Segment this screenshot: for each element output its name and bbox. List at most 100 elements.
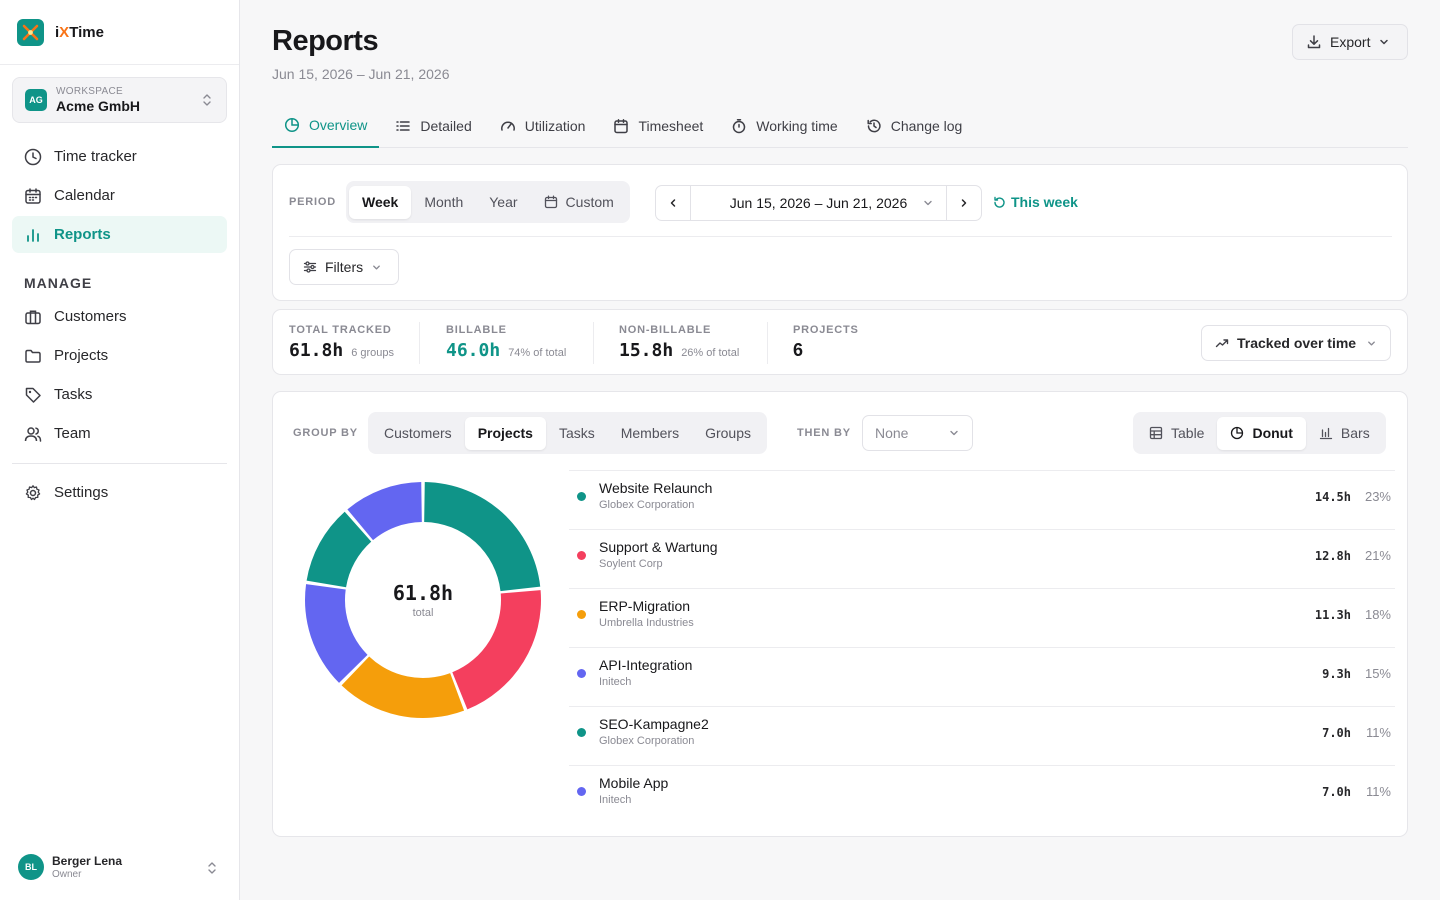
sidebar-item-customers[interactable]: Customers	[12, 298, 227, 335]
group-option-groups[interactable]: Groups	[705, 425, 752, 441]
donut-slice-website-relaunch[interactable]	[424, 482, 541, 592]
app-logo-icon	[17, 18, 44, 46]
group-option-tasks[interactable]: Tasks	[558, 425, 595, 441]
view-option-label: Table	[1171, 425, 1205, 441]
workspace-label: WORKSPACE	[56, 86, 123, 97]
view-option-table[interactable]: Table	[1136, 417, 1217, 450]
sidebar-item-calendar[interactable]: Calendar	[12, 177, 227, 214]
chevron-down-icon	[924, 200, 932, 206]
percent-value: 11%	[1365, 784, 1391, 799]
sidebar-item-team[interactable]: Team	[12, 415, 227, 452]
list-item[interactable]: Support & Wartung Soylent Corp 12.8h 21%	[569, 529, 1395, 588]
user-name: Berger Lena	[52, 853, 123, 868]
color-dot	[577, 669, 586, 678]
stopwatch-icon	[731, 118, 747, 134]
list-item[interactable]: SEO-Kampagne2 Globex Corporation 7.0h 11…	[569, 706, 1395, 765]
period-option-year[interactable]: Year	[489, 194, 518, 210]
workspace-badge: AG	[25, 89, 47, 111]
users-icon	[24, 425, 42, 443]
calendar-icon	[24, 187, 42, 205]
sidebar-item-time-tracker[interactable]: Time tracker	[12, 138, 227, 175]
previous-period-button[interactable]	[656, 186, 690, 220]
list-item[interactable]: ERP-Migration Umbrella Industries 11.3h …	[569, 588, 1395, 647]
chevron-left-icon	[670, 199, 676, 207]
stat-billable: BILLABLE 46.0h 74% of total	[446, 324, 566, 361]
view-option-label: Donut	[1252, 425, 1293, 441]
project-name: SEO-Kampagne2	[599, 716, 709, 732]
then-by-value: None	[875, 425, 909, 441]
period-option-week[interactable]: Week	[349, 185, 412, 219]
then-by-select[interactable]: None	[862, 415, 973, 451]
export-button[interactable]: Export	[1292, 24, 1408, 60]
group-option-members[interactable]: Members	[620, 425, 680, 441]
stat-label: BILLABLE	[446, 324, 507, 336]
user-role: Owner	[52, 868, 82, 880]
color-dot	[577, 610, 586, 619]
this-week-button[interactable]: This week	[993, 194, 1078, 210]
date-range-picker[interactable]: Jun 15, 2026 – Jun 21, 2026	[690, 186, 947, 220]
tab-timesheet[interactable]: Timesheet	[601, 104, 715, 147]
sidebar: iXTime AG WORKSPACE Acme GmbH Time track…	[0, 0, 240, 900]
view-option-donut[interactable]: Donut	[1217, 416, 1306, 450]
chevron-down-icon	[950, 430, 958, 436]
page-title: Reports	[272, 25, 379, 57]
filters-button[interactable]: Filters	[289, 249, 399, 285]
trending-up-icon	[1215, 339, 1229, 348]
donut-slice-support-wartung[interactable]	[452, 590, 541, 710]
sidebar-item-projects[interactable]: Projects	[12, 337, 227, 374]
color-dot	[577, 787, 586, 796]
sidebar-item-reports[interactable]: Reports	[12, 216, 227, 253]
chevron-up-down-icon	[208, 862, 216, 874]
brand[interactable]: iXTime	[0, 0, 239, 65]
summary-stats-card: TOTAL TRACKED 61.8h 6 groups BILLABLE 46…	[272, 309, 1408, 375]
color-dot	[577, 551, 586, 560]
donut-slice-erp-migration[interactable]	[341, 656, 465, 718]
list-item[interactable]: API-Integration Initech 9.3h 15%	[569, 647, 1395, 706]
view-option-bars[interactable]: Bars	[1306, 417, 1383, 450]
gear-icon	[24, 484, 42, 502]
project-name: Mobile App	[599, 775, 669, 791]
workspace-switcher[interactable]: AG WORKSPACE Acme GmbH	[12, 77, 227, 123]
sidebar-item-tasks[interactable]: Tasks	[12, 376, 227, 413]
tracked-over-time-label: Tracked over time	[1237, 335, 1357, 351]
group-option-customers[interactable]: Customers	[384, 425, 452, 441]
stat-label: NON-BILLABLE	[619, 324, 712, 336]
list-item[interactable]: Website Relaunch Globex Corporation 14.5…	[569, 470, 1395, 529]
next-period-button[interactable]	[947, 186, 981, 220]
tracked-over-time-button[interactable]: Tracked over time	[1201, 325, 1391, 361]
list-icon	[395, 118, 411, 134]
stat-label: PROJECTS	[793, 324, 859, 336]
pie-icon	[284, 117, 300, 133]
group-option-projects[interactable]: Projects	[464, 416, 546, 450]
tab-change-log[interactable]: Change log	[854, 104, 975, 147]
period-option-month[interactable]: Month	[424, 194, 464, 210]
hours-value: 14.5h	[1314, 490, 1351, 504]
customer-name: Initech	[599, 794, 632, 806]
stat-note: 74% of total	[508, 347, 567, 359]
customer-name: Globex Corporation	[599, 735, 695, 747]
tab-utilization[interactable]: Utilization	[488, 104, 598, 147]
chevron-down-icon	[1380, 39, 1389, 45]
donut-slice-mobile-app[interactable]	[347, 482, 422, 541]
pie-icon	[1230, 426, 1244, 440]
gauge-icon	[500, 118, 516, 134]
chevron-right-icon	[961, 199, 967, 207]
main-nav: Time tracker Calendar Reports	[12, 138, 227, 255]
tab-label: Working time	[756, 117, 838, 134]
sidebar-item-settings[interactable]: Settings	[12, 474, 227, 511]
stat-separator	[593, 322, 594, 364]
period-option-custom[interactable]: Custom	[531, 186, 627, 219]
project-name: API-Integration	[599, 657, 693, 673]
export-label: Export	[1330, 34, 1371, 50]
customer-name: Umbrella Industries	[599, 617, 694, 629]
tab-detailed[interactable]: Detailed	[383, 104, 483, 147]
donut-slice-api-integration[interactable]	[305, 584, 368, 683]
tab-working-time[interactable]: Working time	[719, 104, 849, 147]
list-item[interactable]: Mobile App Initech 7.0h 11%	[569, 765, 1395, 824]
view-selector: Table Donut Bars	[1133, 412, 1386, 454]
donut-slice-seo-kampagne2[interactable]	[306, 511, 372, 588]
tab-overview[interactable]: Overview	[272, 104, 380, 148]
workspace-name: Acme GmbH	[56, 98, 141, 114]
user-menu[interactable]: BL Berger Lena Owner	[18, 852, 223, 882]
reset-icon	[993, 196, 1006, 209]
